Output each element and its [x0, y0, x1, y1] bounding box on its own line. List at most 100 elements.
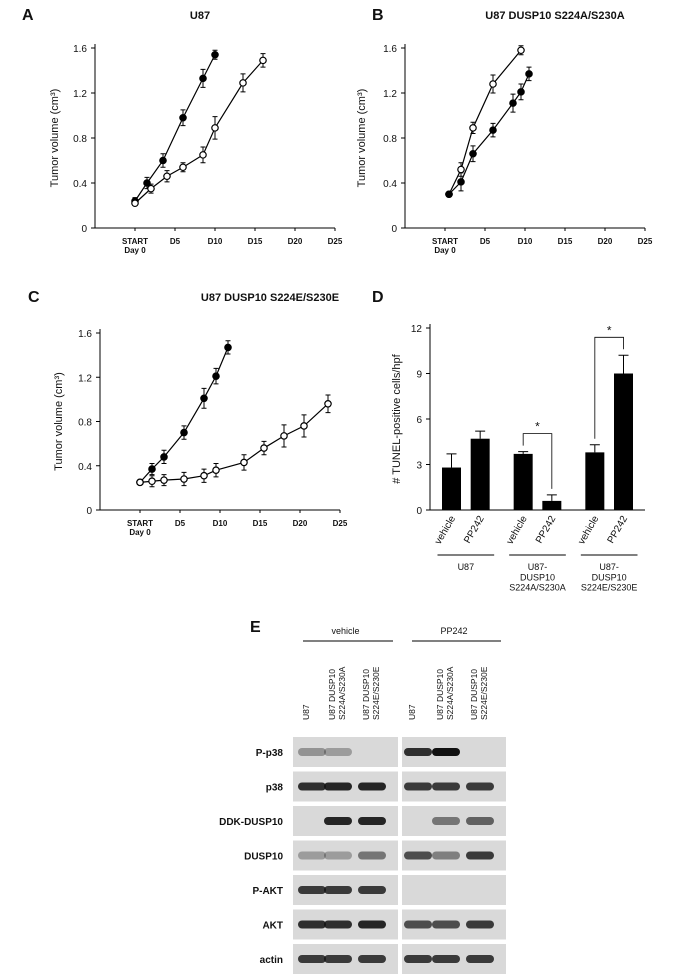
data-point — [280, 432, 288, 440]
band — [324, 817, 352, 825]
y-tick-label: 1.2 — [73, 89, 87, 100]
data-point — [136, 478, 144, 487]
band — [466, 782, 494, 791]
band — [404, 748, 432, 756]
panel-label: E — [250, 619, 261, 636]
y-axis-title: Tumor volume (cm³) — [53, 372, 65, 471]
panel-label: A — [22, 7, 34, 24]
y-tick-label: 0 — [416, 506, 422, 517]
lane-label: U87 DUSP10S224A/S230A — [435, 666, 455, 720]
x-tick-label: D15 — [248, 237, 263, 246]
band — [324, 748, 352, 756]
y-tick-label: 1.6 — [73, 44, 87, 55]
band — [358, 920, 386, 929]
data-point — [179, 113, 187, 122]
lane-label: U87 DUSP10S224E/S230E — [361, 666, 381, 720]
data-point — [147, 184, 155, 193]
error-bar — [618, 354, 629, 374]
band — [358, 851, 386, 860]
band — [298, 782, 326, 791]
x-tick-label: START Day 0 — [122, 237, 148, 255]
x-tick-label: D10 — [213, 519, 228, 528]
x-tick-label: D10 — [208, 237, 223, 246]
y-tick-label: 0 — [86, 506, 92, 517]
blot-panel — [293, 737, 398, 767]
x-tick-label: D20 — [288, 237, 303, 246]
bar — [513, 453, 533, 510]
band — [324, 920, 352, 929]
data-point — [457, 178, 465, 186]
band — [466, 817, 494, 825]
data-point — [159, 156, 167, 165]
band — [358, 886, 386, 894]
row-label: DUSP10 — [244, 852, 283, 863]
blot-panel — [402, 875, 506, 905]
x-tick-label: vehicle — [433, 514, 458, 547]
error-bar — [546, 494, 557, 501]
significance-bracket — [522, 433, 553, 489]
data-point — [212, 372, 220, 380]
x-tick-label: D25 — [333, 519, 348, 528]
y-tick-label: 1.2 — [78, 373, 92, 384]
bar — [585, 452, 605, 510]
panel-label: D — [372, 289, 384, 306]
significance-label: * — [607, 323, 612, 337]
x-tick-label: D15 — [253, 519, 268, 528]
band — [324, 851, 352, 860]
x-tick-label: PP242 — [462, 514, 487, 546]
data-point — [445, 190, 453, 199]
x-tick-label: START Day 0 — [432, 237, 458, 255]
lane-label: U87 — [301, 704, 311, 720]
y-tick-label: 0.4 — [73, 179, 87, 190]
x-tick-label: D10 — [518, 237, 533, 246]
band — [404, 851, 432, 860]
x-tick-label: PP242 — [606, 514, 631, 546]
y-tick-label: 0 — [81, 224, 87, 235]
data-point — [180, 475, 188, 483]
chart-title: U87 DUSP10 S224E/S230E — [201, 292, 339, 304]
y-tick-label: 0.4 — [78, 462, 92, 473]
lane-label: U87 DUSP10S224A/S230A — [327, 666, 347, 720]
error-bar — [589, 444, 600, 453]
band — [298, 886, 326, 894]
x-tick-label: D20 — [598, 237, 613, 246]
lane-label: U87 — [407, 704, 417, 720]
data-point — [239, 79, 247, 87]
data-point — [469, 149, 477, 158]
band — [358, 817, 386, 825]
chart-title: U87 DUSP10 S224A/S230A — [485, 10, 624, 22]
series-line — [139, 403, 329, 483]
data-point — [469, 124, 477, 132]
band — [358, 955, 386, 963]
data-point — [179, 163, 187, 172]
data-point — [489, 80, 497, 88]
series-line — [139, 347, 229, 483]
group-label: U87 — [458, 562, 475, 572]
panel-label: C — [28, 289, 40, 306]
lane-label: U87 DUSP10S224E/S230E — [469, 666, 489, 720]
x-tick-label: D20 — [293, 519, 308, 528]
band — [298, 955, 326, 963]
x-tick-label: D5 — [175, 519, 186, 528]
x-tick-label: PP242 — [534, 514, 559, 546]
error-bar — [475, 430, 486, 439]
y-tick-label: 6 — [416, 415, 422, 426]
error-bar — [446, 453, 457, 468]
panel-label: B — [372, 7, 384, 24]
bar — [542, 500, 562, 510]
y-tick-label: 9 — [416, 370, 422, 381]
band — [466, 851, 494, 860]
band — [358, 782, 386, 791]
y-tick-label: 1.6 — [383, 44, 397, 55]
row-label: AKT — [262, 921, 283, 932]
data-point — [324, 399, 332, 408]
y-tick-label: 12 — [411, 324, 423, 335]
group-label: vehicle — [331, 626, 359, 636]
data-point — [240, 458, 248, 467]
x-tick-label: D15 — [558, 237, 573, 246]
data-point — [199, 151, 207, 159]
band — [324, 955, 352, 963]
x-tick-label: D25 — [638, 237, 653, 246]
data-point — [517, 88, 525, 96]
band — [324, 886, 352, 894]
